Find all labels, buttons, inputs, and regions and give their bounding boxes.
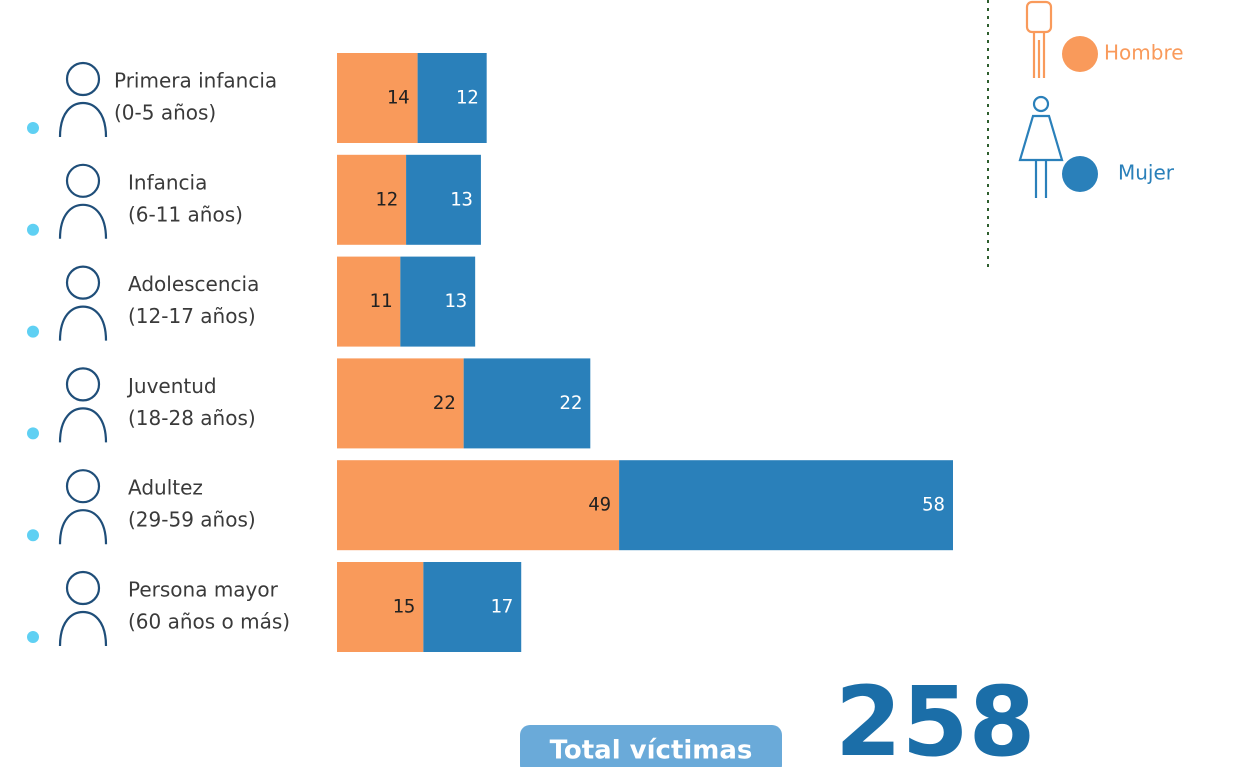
category-icon — [60, 470, 106, 544]
category-name: Infancia — [128, 170, 207, 194]
icon-body — [60, 205, 106, 239]
legend-label: Mujer — [1118, 161, 1175, 185]
total-value: 258 — [835, 666, 1035, 767]
legend-swatch — [1062, 36, 1098, 72]
category-range: (0-5 años) — [114, 101, 216, 125]
category-icon — [60, 368, 106, 442]
icon-head — [67, 572, 99, 604]
icon-body — [60, 408, 106, 442]
bullet — [27, 631, 39, 643]
category-range: (6-11 años) — [128, 202, 243, 226]
woman-icon — [1020, 97, 1062, 198]
legend-swatch — [1062, 156, 1098, 192]
category-range: (18-28 años) — [128, 406, 256, 430]
category-name: Adolescencia — [128, 272, 259, 296]
bar-segment — [337, 460, 619, 550]
value-label: 22 — [559, 392, 582, 414]
category-range: (12-17 años) — [128, 304, 256, 328]
man-icon — [1027, 2, 1051, 78]
value-label: 22 — [433, 392, 456, 414]
bullet — [27, 326, 39, 338]
icon-head — [67, 267, 99, 299]
category-icon — [60, 165, 106, 239]
category-name: Juventud — [126, 374, 217, 398]
bar-segment — [619, 460, 953, 550]
value-label: 58 — [922, 494, 945, 516]
value-label: 15 — [392, 596, 415, 618]
value-label: 11 — [369, 290, 392, 312]
value-label: 14 — [387, 87, 410, 109]
icon-head — [67, 470, 99, 502]
legend-label: Hombre — [1104, 41, 1184, 65]
bullet — [27, 122, 39, 134]
total-label: Total víctimas — [550, 736, 753, 766]
value-label: 12 — [456, 87, 479, 109]
icon-head — [67, 165, 99, 197]
icon-body — [60, 103, 106, 137]
icon-body — [60, 612, 106, 646]
icon-head — [67, 63, 99, 95]
bullet — [27, 224, 39, 236]
category-range: (60 años o más) — [128, 610, 290, 634]
bullet — [27, 529, 39, 541]
category-icon — [60, 572, 106, 646]
category-name: Persona mayor — [128, 578, 279, 602]
category-name: Primera infancia — [114, 69, 277, 93]
icon-body — [60, 307, 106, 341]
value-label: 12 — [375, 188, 398, 210]
category-name: Adultez — [128, 476, 203, 500]
chart: Hombre Mujer Total víctimas 258 Primera i… — [0, 0, 1237, 767]
value-label: 13 — [450, 188, 473, 210]
category-icon — [60, 267, 106, 341]
category-icon — [60, 63, 106, 137]
bullet — [27, 427, 39, 439]
icon-body — [60, 510, 106, 544]
value-label: 17 — [490, 596, 513, 618]
value-label: 13 — [444, 290, 467, 312]
value-label: 49 — [588, 494, 611, 516]
legend: Hombre Mujer — [1062, 36, 1184, 192]
icon-head — [67, 368, 99, 400]
category-range: (29-59 años) — [128, 508, 256, 532]
